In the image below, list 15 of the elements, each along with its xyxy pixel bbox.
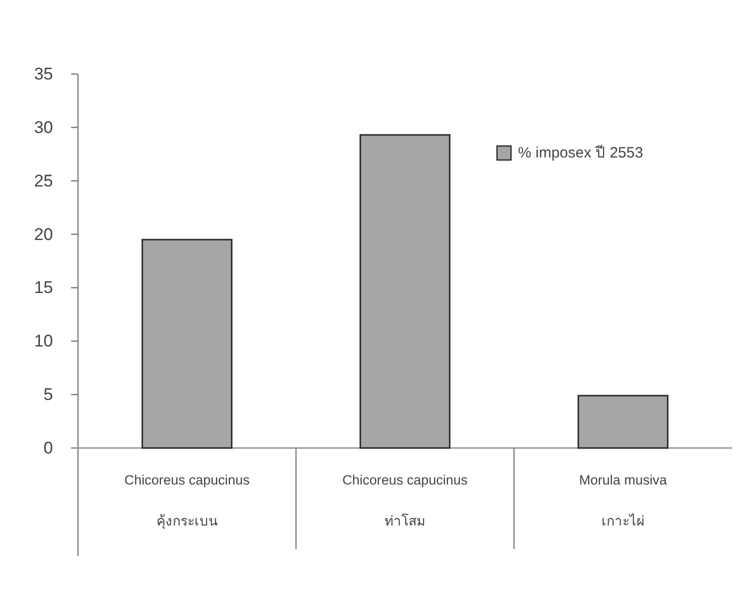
legend: % imposex ปี 2553: [496, 144, 644, 162]
y-tick-label: 25: [34, 171, 53, 190]
category-label: Chicoreus capucinus คุ้งกระเบน: [124, 472, 250, 528]
y-tick-label: 15: [34, 278, 53, 298]
bar: [360, 134, 450, 449]
y-tick-label: 20: [34, 224, 53, 244]
y-tick-label: 35: [34, 64, 53, 84]
y-tick-label: 10: [34, 332, 53, 351]
y-tick-label: 30: [34, 118, 53, 137]
y-tick-label: 5: [44, 385, 53, 404]
category-label: Chicoreus capucinus ท่าโสม: [342, 472, 468, 528]
category-label: Morula musiva เกาะไผ่: [579, 472, 667, 528]
bar: [578, 394, 668, 449]
bar: [142, 238, 232, 449]
y-tick-label: 0: [44, 438, 53, 458]
